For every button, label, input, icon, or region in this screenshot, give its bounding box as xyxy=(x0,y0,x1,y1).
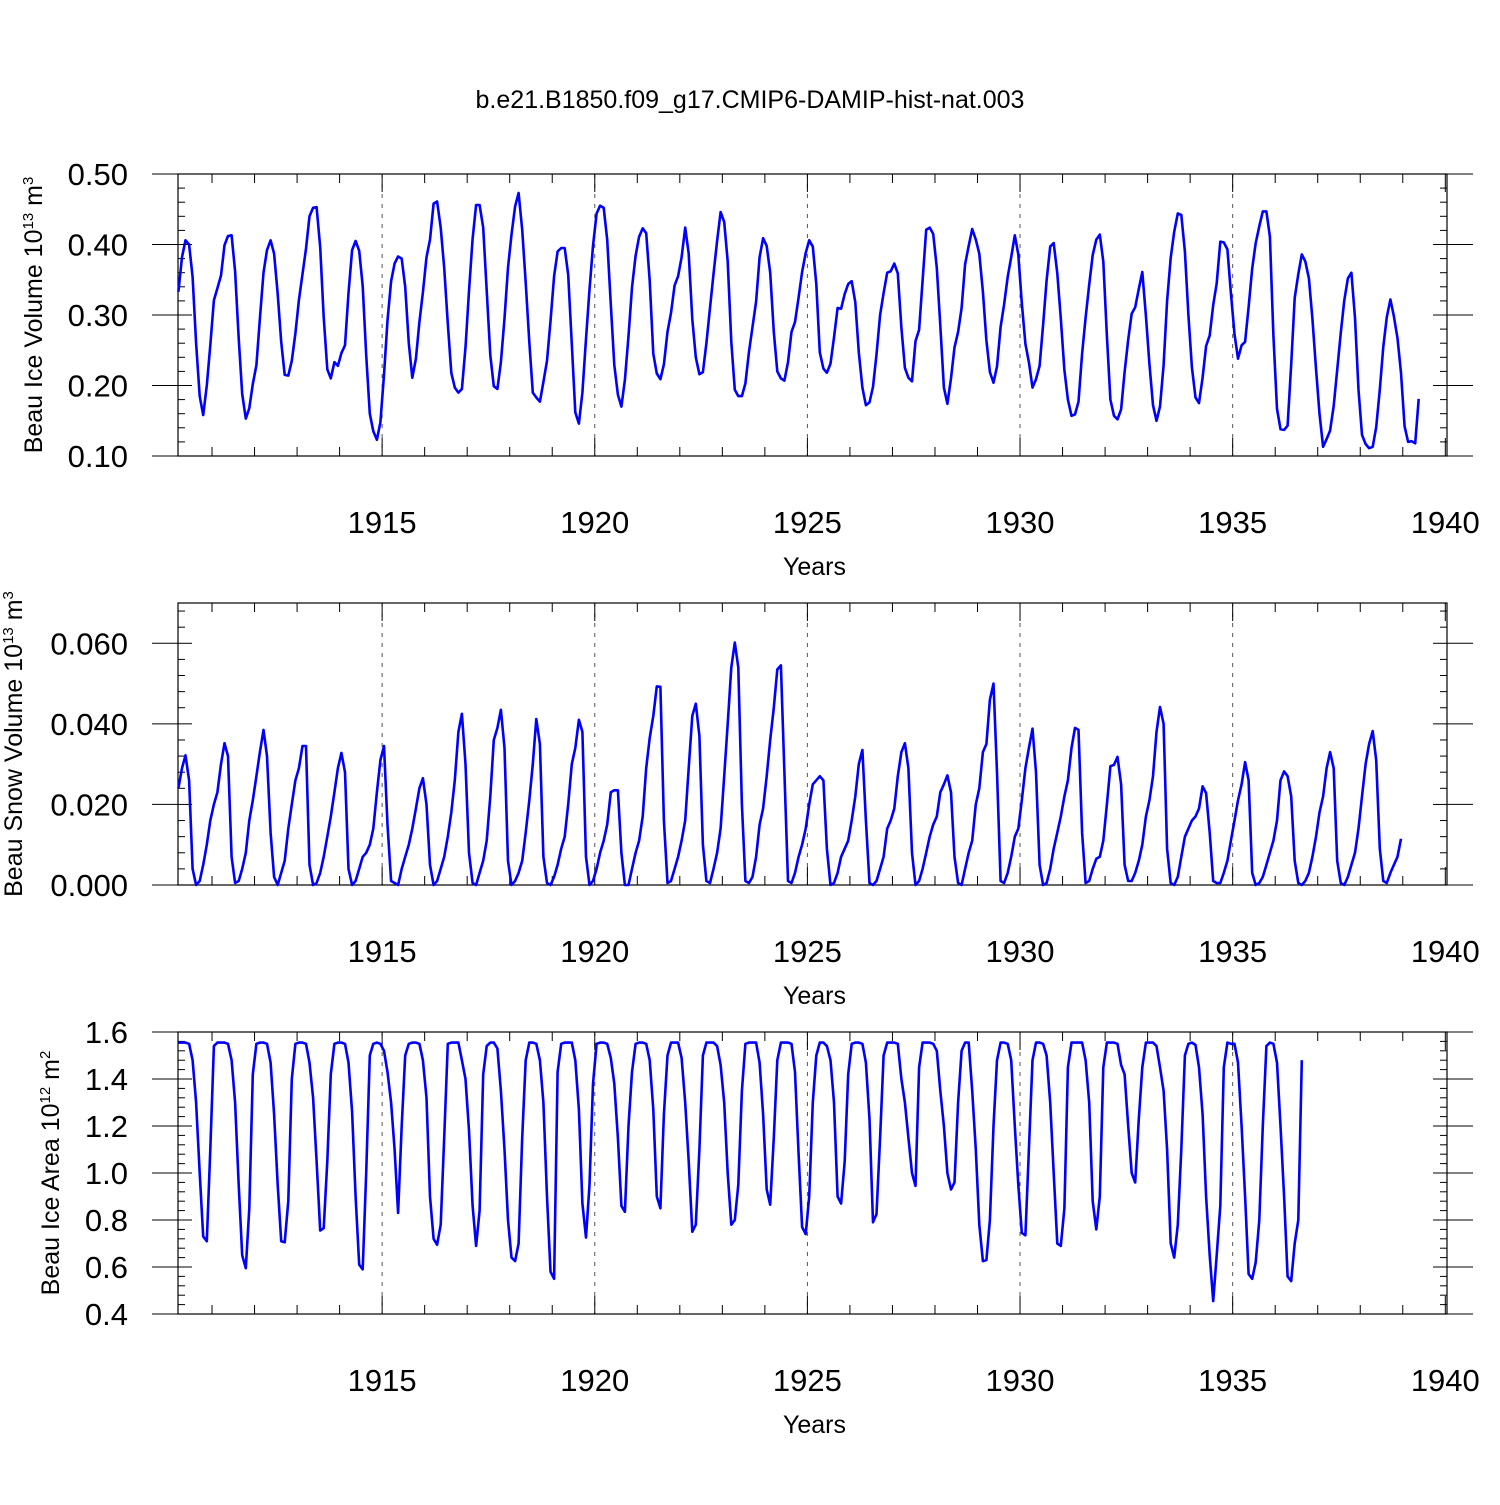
y-tick-label: 0.040 xyxy=(50,707,128,742)
y-axis-label: Beau Ice Volume 1013 m3 xyxy=(20,177,48,454)
y-tick-label: 0.10 xyxy=(68,439,128,474)
series-line xyxy=(177,191,1420,450)
x-tick-label: 1930 xyxy=(986,1363,1055,1398)
y-tick-label: 0.000 xyxy=(50,868,128,903)
x-tick-label: 1925 xyxy=(773,934,842,969)
y-tick-label: 1.4 xyxy=(85,1062,128,1097)
x-tick-label: 1925 xyxy=(773,505,842,540)
y-tick-label: 0.50 xyxy=(68,157,128,192)
x-tick-label: 1920 xyxy=(560,1363,629,1398)
series-line xyxy=(177,641,1403,887)
x-tick-label: 1925 xyxy=(773,1363,842,1398)
chart-panel-3: 1915 1920 1925 1930 1935 1940 Years 0.4 0.6 0.8 1.… xyxy=(37,1015,1480,1439)
chart-panel-2: 1915 1920 1925 1930 1935 1940 Years 0.000 0.020 0… xyxy=(0,591,1480,1010)
y-tick-label: 0.4 xyxy=(85,1297,128,1332)
x-tick-label: 1940 xyxy=(1411,1363,1480,1398)
y-tick-label: 1.2 xyxy=(85,1109,128,1144)
x-tick-label: 1920 xyxy=(560,505,629,540)
x-tick-label: 1930 xyxy=(986,934,1055,969)
x-tick-label: 1920 xyxy=(560,934,629,969)
y-axis-label: Beau Ice Area 1012 m2 xyxy=(37,1051,65,1296)
y-tick-label: 0.30 xyxy=(68,298,128,333)
x-tick-label: 1935 xyxy=(1198,1363,1267,1398)
plot-frame xyxy=(177,602,1448,886)
x-tick-label: 1935 xyxy=(1198,934,1267,969)
x-tick-label: 1930 xyxy=(986,505,1055,540)
x-tick-label: 1940 xyxy=(1411,934,1480,969)
series-line xyxy=(178,1041,1304,1303)
y-tick-label: 1.0 xyxy=(85,1156,128,1191)
plot-frame xyxy=(177,173,1448,457)
x-tick-label: 1935 xyxy=(1198,505,1267,540)
y-tick-label: 0.060 xyxy=(50,626,128,661)
x-tick-label: 1915 xyxy=(348,934,417,969)
x-axis-label: Years xyxy=(783,982,846,1010)
x-tick-label: 1915 xyxy=(348,1363,417,1398)
y-tick-label: 0.20 xyxy=(68,369,128,404)
y-axis-label: Beau Snow Volume 1013 m3 xyxy=(0,591,28,897)
figure-title: b.e21.B1850.f09_g17.CMIP6-DAMIP-hist-nat… xyxy=(475,86,1025,114)
y-tick-label: 0.6 xyxy=(85,1250,128,1285)
y-tick-label: 0.8 xyxy=(85,1203,128,1238)
x-tick-label: 1915 xyxy=(348,505,417,540)
x-axis-label: Years xyxy=(783,1411,846,1439)
chart-panel-1: 1915 1920 1925 1930 1935 1940 Years 0.10 0.20 0.3… xyxy=(20,157,1480,581)
y-tick-label: 0.40 xyxy=(68,228,128,263)
y-tick-label: 1.6 xyxy=(85,1015,128,1050)
x-tick-label: 1940 xyxy=(1411,505,1480,540)
x-axis-label: Years xyxy=(783,553,846,581)
y-tick-label: 0.020 xyxy=(50,787,128,822)
